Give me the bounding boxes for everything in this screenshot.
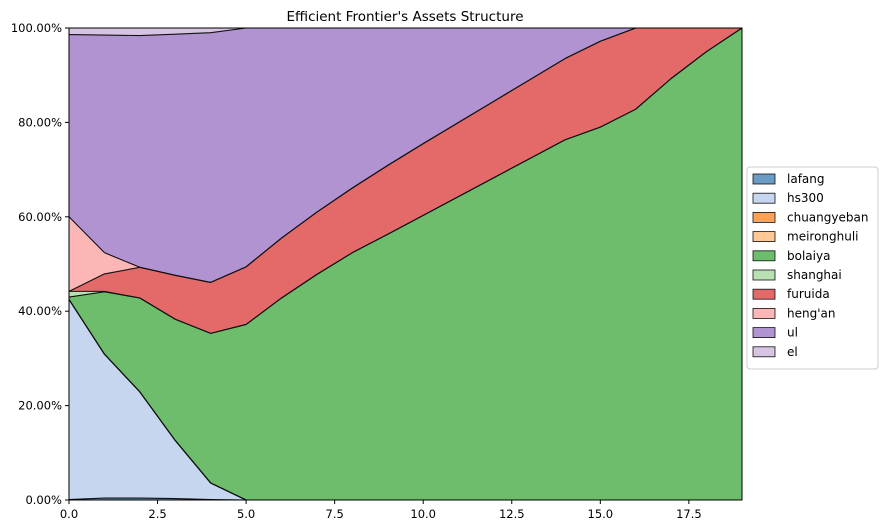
legend-swatch xyxy=(752,288,776,300)
legend: lafang hs300 chuangyeban meironghuli bolaiya… xyxy=(746,166,879,370)
legend-swatch xyxy=(752,346,776,358)
legend-label: hs300 xyxy=(787,191,824,205)
x-tick-label: 5.0 xyxy=(237,507,255,521)
y-tick-label: 40.00% xyxy=(18,304,62,318)
legend-swatch xyxy=(752,192,776,204)
area-bolaiya xyxy=(69,28,742,500)
legend-swatch xyxy=(752,307,776,319)
chart-title: Efficient Frontier's Assets Structure xyxy=(286,9,523,25)
legend-swatch xyxy=(752,211,776,223)
x-tick-label: 15.0 xyxy=(588,507,614,521)
legend-label: meironghuli xyxy=(787,230,859,244)
x-tick-label: 0.0 xyxy=(60,507,78,521)
stacked-areas xyxy=(69,28,742,500)
legend-label: chuangyeban xyxy=(787,210,868,224)
area-el xyxy=(69,28,742,36)
legend-label: furuida xyxy=(787,287,830,301)
legend-label: bolaiya xyxy=(787,249,830,263)
y-axis: 0.00% 20.00% 40.00% 60.00% 80.00% 100.00% xyxy=(11,21,69,507)
legend-label: shanghai xyxy=(787,268,842,282)
y-tick-label: 100.00% xyxy=(11,21,62,35)
legend-swatch xyxy=(752,250,776,262)
legend-swatch xyxy=(752,231,776,243)
legend-label: lafang xyxy=(787,172,825,186)
x-tick-label: 7.5 xyxy=(326,507,344,521)
y-tick-label: 0.00% xyxy=(25,493,62,507)
y-tick-label: 60.00% xyxy=(18,210,62,224)
x-tick-label: 2.5 xyxy=(148,507,166,521)
legend-frame xyxy=(746,166,879,370)
boundary-shanghai xyxy=(69,27,743,334)
legend-swatch xyxy=(752,173,776,185)
legend-label: ul xyxy=(787,326,798,340)
legend-swatch xyxy=(752,327,776,339)
legend-swatch xyxy=(752,269,776,281)
x-axis: 0.0 2.5 5.0 7.5 10.0 12.5 15.0 17.5 xyxy=(60,500,702,521)
legend-label: heng'an xyxy=(787,306,835,320)
x-tick-label: 12.5 xyxy=(499,507,525,521)
legend-label: el xyxy=(787,345,798,359)
y-tick-label: 20.00% xyxy=(18,399,62,413)
area-furuida xyxy=(69,28,742,334)
area-ul xyxy=(69,28,742,283)
area-hs300 xyxy=(69,299,742,500)
plot-frame xyxy=(68,27,743,501)
boundary-heng-an xyxy=(68,27,742,283)
x-tick-label: 17.5 xyxy=(676,507,702,521)
y-tick-label: 80.00% xyxy=(18,115,62,129)
x-tick-label: 10.0 xyxy=(410,507,436,521)
